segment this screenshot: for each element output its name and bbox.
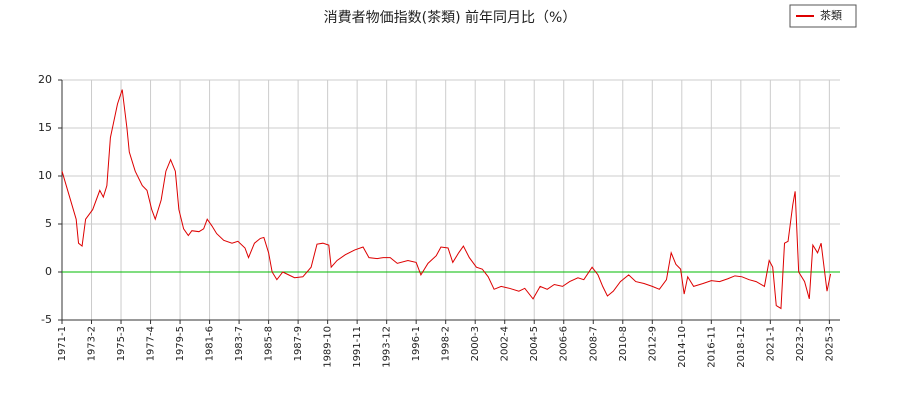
x-tick-label: 2014-10 (677, 326, 688, 368)
x-tick-label: 2010-8 (618, 326, 629, 361)
y-tick-label: 15 (38, 121, 52, 134)
legend-box (789, 4, 857, 28)
x-tick-label: 2002-4 (500, 326, 511, 361)
x-tick-label: 1979-5 (175, 326, 186, 361)
x-tick-label: 1989-10 (323, 326, 334, 368)
legend-label: 茶類 (820, 9, 842, 22)
x-tick-label: 2012-9 (647, 326, 658, 361)
y-tick-label: 5 (45, 217, 52, 230)
plot-area (62, 80, 840, 320)
x-tick-label: 2025-3 (824, 326, 835, 361)
x-tick-label: 2018-12 (736, 326, 747, 368)
x-tick-label: 1973-2 (87, 326, 98, 361)
x-tick-label: 1977-4 (146, 326, 157, 361)
x-tick-label: 2006-6 (559, 326, 570, 361)
x-tick-label: 1998-2 (441, 326, 452, 361)
x-tick-label: 1983-7 (234, 326, 245, 361)
x-tick-label: 2008-7 (588, 326, 599, 361)
y-tick-label: 20 (38, 73, 52, 86)
x-tick-label: 1996-1 (411, 326, 422, 361)
data-line (61, 89, 832, 310)
x-tick-label: 2004-5 (529, 326, 540, 361)
y-tick-label: 0 (45, 265, 52, 278)
x-tick-label: 1975-3 (116, 326, 127, 361)
x-tick-label: 2021-1 (765, 326, 776, 361)
x-tick-label: 1991-11 (352, 326, 363, 368)
x-tick-label: 2000-3 (470, 326, 481, 361)
x-tick-label: 1981-6 (205, 326, 216, 361)
y-tick-label: 10 (38, 169, 52, 182)
x-tick-label: 1971-1 (57, 326, 68, 361)
x-tick-label: 2016-11 (706, 326, 717, 368)
chart-title: 消費者物価指数(茶類) 前年同月比（%） (324, 9, 577, 26)
x-tick-label: 1993-12 (382, 326, 393, 368)
y-tick-label: -5 (41, 313, 52, 326)
x-tick-label: 1985-8 (264, 326, 275, 361)
x-tick-label: 1987-9 (293, 326, 304, 361)
x-tick-label: 2023-2 (795, 326, 806, 361)
